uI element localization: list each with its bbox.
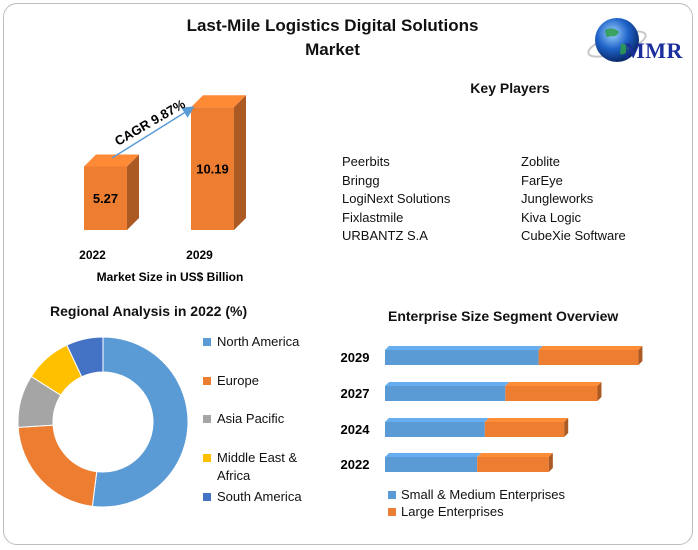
legend-label: Middle East & Africa [217,450,298,483]
market-size-chart: 5.27 2022 10.19 2029 CAGR 9.87% Market Size… [79,95,246,284]
legend-label: Asia Pacific [217,411,285,426]
legend-swatch [203,377,211,385]
legend-swatch [203,338,211,346]
key-player: FarEye [521,172,563,188]
cagr-arrow [111,106,195,159]
segment-legend: Small & Medium Enterprises Large Enterpr… [388,487,565,520]
bar-segment-2029-large [538,350,639,365]
bar-segment-2024-sme [385,422,485,437]
bar-side [638,346,643,365]
bar-top [385,382,510,386]
key-players-column-1: Peerbits Bringg LogiNext Solutions Fixla… [342,153,450,246]
legend-item-middle-east-africa: Middle East & Africa [203,449,317,485]
key-players-column-2: Zoblite FarEye Jungleworks Kiva Logic Cu… [521,153,626,246]
key-player: LogiNext Solutions [342,191,451,206]
bar-segment-2022-sme [385,457,478,472]
bar-segment-2024-large [484,422,565,437]
infographic-frame [3,3,693,545]
bar-top [385,453,482,457]
donut-slice-europe [17,424,98,507]
category-label: 2029 [186,248,213,262]
bar-segment-2027-sme [385,386,506,401]
bar-side [564,418,569,437]
market-size-xlabel: Market Size in US$ Billion [97,270,244,284]
bar-side [234,95,246,230]
category-label: 2024 [341,422,371,437]
title-line-2: Market [305,40,360,59]
category-label: 2022 [341,457,370,472]
legend-swatch [203,415,211,423]
legend-label: South America [217,489,302,504]
legend-label: Large Enterprises [401,503,504,519]
bar-side [597,382,602,401]
bar-segment-2029-sme [385,350,539,365]
bar-side [127,154,139,230]
legend-label: North America [217,334,300,349]
legend-item-large: Large Enterprises [388,504,565,521]
regional-analysis-title: Regional Analysis in 2022 (%) [50,303,248,319]
segment-chart-title: Enterprise Size Segment Overview [388,308,619,324]
category-label: 2022 [79,248,106,262]
category-label: 2027 [341,386,370,401]
regional-donut-chart [17,336,189,508]
bar-side [548,453,553,472]
legend-item-europe: Europe [203,372,317,390]
bar-top [477,453,553,457]
bar-top [538,346,643,350]
bar-top [84,154,139,167]
legend-item-south-america: South America [203,488,317,506]
key-player: URBANTZ S.A [342,228,428,243]
cagr-annotation: CAGR 9.87% [112,96,188,149]
donut-slice-north-america [91,336,189,508]
key-player: Fixlastmile [342,209,404,225]
segment-bar-chart: 2029 2027 2024 2022 [341,346,643,472]
bar-top [505,382,602,386]
page-title: Last-Mile Logistics Digital Solutions Ma… [160,14,505,62]
bar-top [385,418,489,422]
bar-segment-2022-large [477,457,549,472]
title-line-1: Last-Mile Logistics Digital Solutions [186,16,479,35]
key-player: Zoblite [521,154,561,169]
legend-label: Europe [217,373,259,388]
bar-2029 [191,107,234,230]
bar-top [484,418,569,422]
legend-swatch [203,454,211,462]
legend-swatch [388,491,396,500]
bar-2022 [84,166,127,230]
legend-item-north-america: North America [203,333,317,351]
bar-top [385,346,543,350]
logo-text: MMR [624,38,683,63]
legend-swatch [203,493,211,501]
donut-slice-south-america [66,336,104,378]
key-player: Peerbits [342,154,390,169]
key-players-title: Key Players [470,80,550,96]
key-player: Bringg [342,172,380,188]
bar-data-label: 10.19 [196,162,229,177]
category-label: 2029 [341,350,370,365]
legend-swatch [388,507,396,516]
bar-segment-2027-large [505,386,598,401]
legend-label: Small & Medium Enterprises [401,487,565,502]
key-player: CubeXie Software [521,228,626,243]
bar-top [191,95,246,108]
legend-item-sme: Small & Medium Enterprises [388,487,565,504]
legend-item-asia-pacific: Asia Pacific [203,410,317,428]
mmr-logo [587,18,647,62]
key-player: Kiva Logic [521,209,581,225]
key-player: Jungleworks [521,191,594,206]
bar-data-label: 5.27 [93,191,118,206]
